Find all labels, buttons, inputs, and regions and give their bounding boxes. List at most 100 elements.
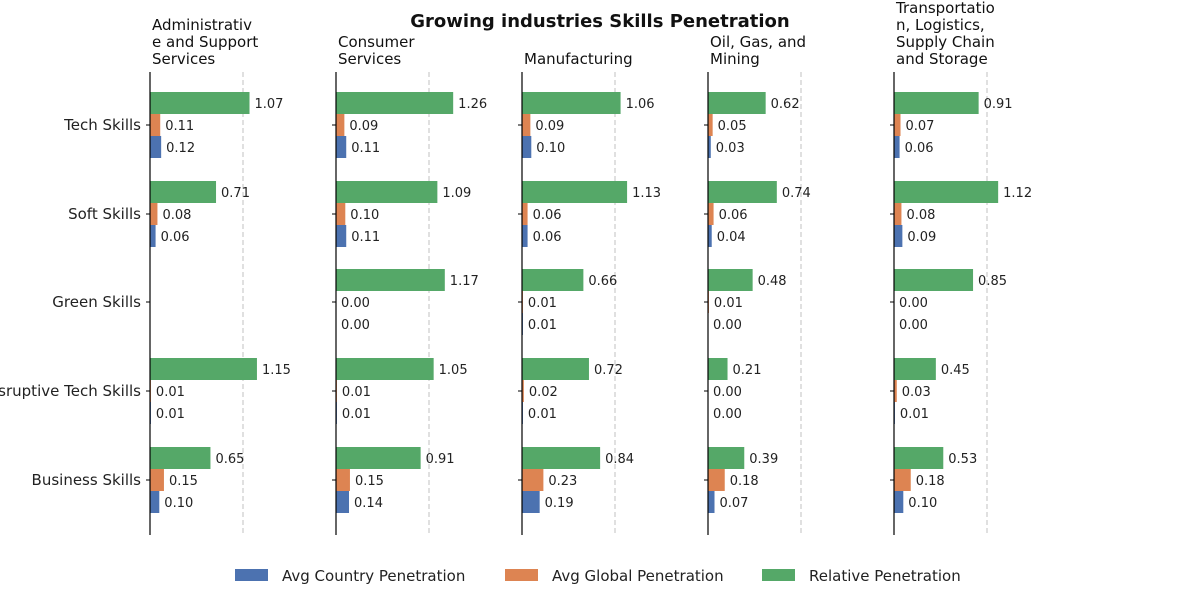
bar-relative-penetration — [522, 358, 589, 380]
panel-title-line: and Storage — [896, 50, 988, 68]
data-label: 1.17 — [450, 274, 479, 289]
data-label: 0.45 — [941, 363, 970, 378]
bar-avg-country-penetration — [894, 225, 903, 247]
data-label: 0.00 — [341, 318, 370, 333]
data-label: 1.13 — [632, 186, 661, 201]
data-label: 0.72 — [594, 363, 623, 378]
data-label: 1.15 — [262, 363, 291, 378]
data-label: 0.07 — [720, 496, 749, 511]
legend-swatch — [762, 569, 795, 581]
data-label: 0.11 — [351, 141, 380, 156]
data-label: 0.15 — [355, 474, 384, 489]
bar-avg-global-penetration — [708, 203, 714, 225]
data-label: 0.01 — [342, 407, 371, 422]
legend-label: Relative Penetration — [809, 567, 961, 585]
data-label: 0.91 — [426, 452, 455, 467]
bar-avg-global-penetration — [150, 114, 161, 136]
data-label: 1.05 — [439, 363, 468, 378]
bar-avg-global-penetration — [708, 114, 713, 136]
data-label: 0.08 — [162, 208, 191, 223]
panel-title-line: n, Logistics, — [896, 16, 985, 34]
y-tick-label: Green Skills — [52, 293, 141, 311]
data-label: 0.19 — [545, 496, 574, 511]
bar-avg-country-penetration — [150, 136, 162, 158]
bar-avg-country-penetration — [522, 136, 532, 158]
bar-relative-penetration — [336, 92, 454, 114]
data-label: 1.26 — [458, 97, 487, 112]
legend-label: Avg Global Penetration — [552, 567, 724, 585]
data-label: 0.10 — [350, 208, 379, 223]
data-label: 1.12 — [1003, 186, 1032, 201]
legend-label: Avg Country Penetration — [282, 567, 465, 585]
bar-relative-penetration — [894, 269, 974, 291]
bar-relative-penetration — [894, 181, 999, 203]
panel-title-line: Mining — [710, 50, 760, 68]
data-label: 0.21 — [733, 363, 762, 378]
bar-avg-country-penetration — [150, 225, 156, 247]
bar-avg-country-penetration — [522, 491, 540, 513]
bar-avg-country-penetration — [336, 225, 347, 247]
panel-title-line: Services — [338, 50, 401, 68]
data-label: 0.06 — [905, 141, 934, 156]
y-tick-label: Business Skills — [32, 471, 142, 489]
data-label: 0.09 — [349, 119, 378, 134]
bar-relative-penetration — [708, 181, 777, 203]
data-label: 0.01 — [900, 407, 929, 422]
data-label: 0.05 — [718, 119, 747, 134]
bar-relative-penetration — [894, 447, 944, 469]
bar-avg-country-penetration — [708, 491, 715, 513]
data-label: 0.01 — [528, 407, 557, 422]
panel-title-line: Oil, Gas, and — [710, 33, 806, 51]
bar-avg-country-penetration — [894, 491, 904, 513]
data-label: 0.01 — [714, 296, 743, 311]
bar-avg-global-penetration — [150, 469, 164, 491]
data-label: 0.06 — [719, 208, 748, 223]
y-tick-label: Tech Skills — [63, 116, 141, 134]
data-label: 0.06 — [161, 230, 190, 245]
legend-swatch — [505, 569, 538, 581]
panel-title-line: Consumer — [338, 33, 415, 51]
data-label: 0.00 — [899, 296, 928, 311]
bar-avg-global-penetration — [708, 469, 725, 491]
data-label: 0.06 — [533, 230, 562, 245]
bar-avg-country-penetration — [708, 225, 712, 247]
bar-relative-penetration — [894, 92, 979, 114]
legend: Avg Country Penetration Avg Global Penetr… — [235, 567, 961, 585]
panel-2: Manufacturing 0.10 0.09 1.06 0.06 0.06 1.13 0.0… — [518, 50, 661, 535]
data-label: 0.00 — [713, 318, 742, 333]
data-label: 0.00 — [899, 318, 928, 333]
data-label: 0.03 — [902, 385, 931, 400]
data-label: 0.15 — [169, 474, 198, 489]
data-label: 0.00 — [713, 385, 742, 400]
data-label: 0.10 — [164, 496, 193, 511]
data-label: 0.14 — [354, 496, 383, 511]
data-label: 0.18 — [730, 474, 759, 489]
bar-avg-country-penetration — [336, 491, 350, 513]
y-tick-label: Disruptive Tech Skills — [0, 382, 141, 400]
bar-avg-global-penetration — [150, 203, 158, 225]
data-label: 0.01 — [156, 407, 185, 422]
data-label: 0.53 — [948, 452, 977, 467]
data-label: 0.00 — [341, 296, 370, 311]
data-label: 0.06 — [533, 208, 562, 223]
data-label: 0.11 — [351, 230, 380, 245]
bar-avg-country-penetration — [894, 136, 900, 158]
data-label: 0.01 — [528, 296, 557, 311]
bar-relative-penetration — [336, 447, 421, 469]
panel-title-line: Manufacturing — [524, 50, 633, 68]
bar-relative-penetration — [336, 181, 438, 203]
data-label: 0.03 — [716, 141, 745, 156]
bar-relative-penetration — [522, 92, 621, 114]
bar-relative-penetration — [708, 269, 753, 291]
data-label: 0.91 — [984, 97, 1013, 112]
bar-avg-global-penetration — [336, 114, 345, 136]
bar-avg-global-penetration — [894, 469, 911, 491]
data-label: 0.48 — [758, 274, 787, 289]
bar-relative-penetration — [708, 92, 766, 114]
panel-title-line: Supply Chain — [896, 33, 995, 51]
y-tick-label: Soft Skills — [68, 205, 141, 223]
panel-title-line: Administrativ — [152, 16, 252, 34]
bar-relative-penetration — [150, 92, 250, 114]
data-label: 0.12 — [166, 141, 195, 156]
